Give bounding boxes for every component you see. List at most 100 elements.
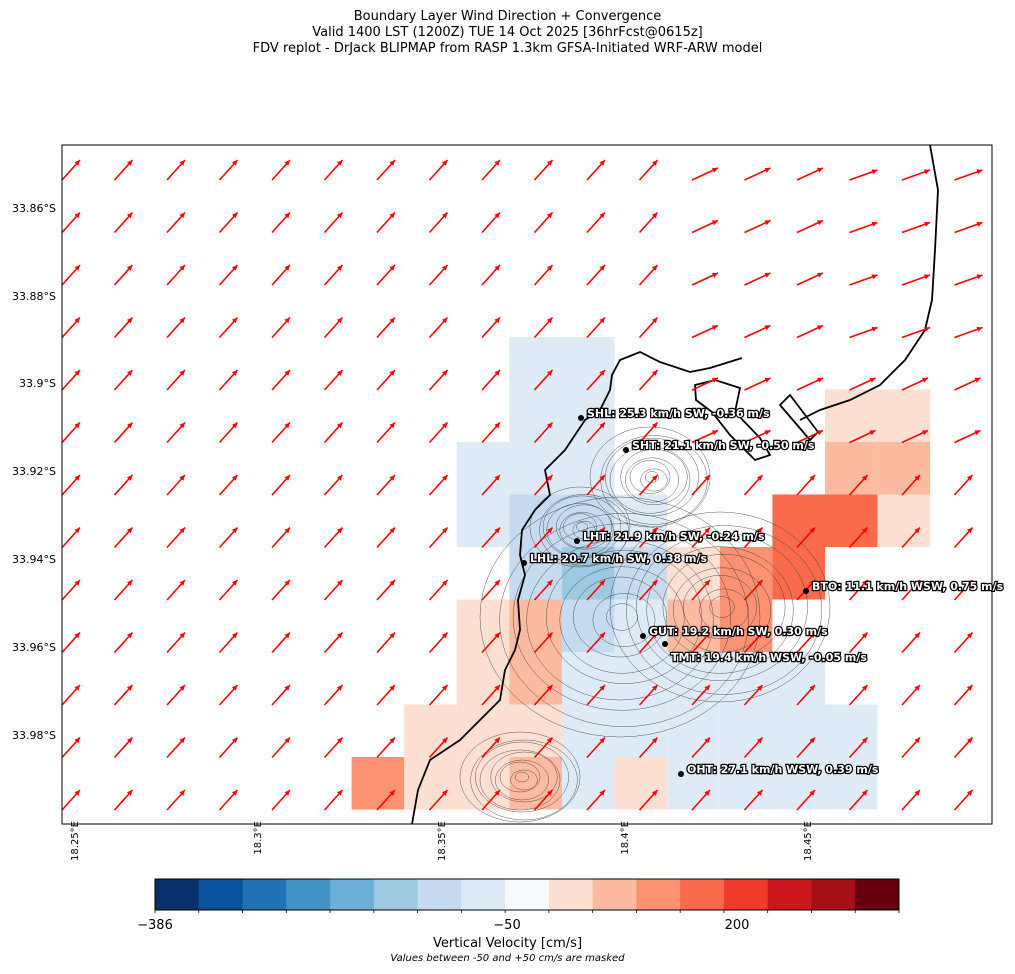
wind-arrow-head (861, 790, 868, 796)
wind-arrow-head (976, 169, 983, 175)
wind-arrow (218, 631, 239, 654)
wind-arrow-head (126, 265, 133, 271)
wind-arrow-head (966, 475, 973, 481)
velocity-cell (719, 757, 773, 810)
wind-arrow-head (764, 220, 771, 226)
x-tick-label: 18.45°E (803, 821, 814, 861)
wind-arrow-head (231, 580, 238, 586)
wind-arrow-head (74, 475, 80, 481)
station-marker (521, 560, 527, 566)
station-marker (678, 771, 684, 777)
wind-arrow-head (494, 475, 500, 481)
wind-arrow-head (179, 737, 185, 744)
wind-arrow (428, 789, 449, 811)
velocity-cell (509, 494, 562, 547)
wind-arrow-head (651, 160, 658, 166)
wind-arrow-head (284, 527, 290, 534)
wind-arrow (323, 316, 344, 339)
wind-arrow (218, 579, 239, 601)
wind-arrow-head (869, 430, 876, 436)
wind-arrow-head (651, 265, 658, 271)
wind-arrow (113, 264, 134, 286)
wind-arrow-head (861, 527, 868, 534)
wind-arrow (848, 736, 869, 759)
wind-arrow-head (336, 160, 343, 166)
wind-arrow (638, 684, 659, 706)
colorbar-swatch (155, 879, 200, 910)
wind-arrow-head (974, 377, 981, 383)
wind-arrow (638, 631, 659, 654)
wind-arrow (218, 789, 239, 811)
wind-arrow (953, 789, 974, 811)
wind-arrow (428, 631, 449, 654)
wind-arrow-head (494, 317, 500, 324)
wind-arrow-head (231, 370, 238, 376)
station-label: LHL: 20.7 km/h SW, 0.38 m/s (530, 552, 707, 565)
wind-arrow-head (546, 160, 553, 166)
wind-arrow-head (389, 160, 395, 166)
wind-arrow (113, 369, 134, 391)
wind-arrow (271, 631, 291, 654)
contour-line (645, 471, 659, 483)
contour-line (459, 731, 581, 823)
wind-arrow-head (599, 422, 605, 429)
contour-line (625, 525, 823, 695)
wind-arrow-head (179, 580, 185, 586)
wind-arrow-head (817, 272, 823, 278)
wind-arrow (271, 789, 291, 811)
wind-arrow-head (179, 265, 185, 271)
wind-arrow-head (494, 160, 500, 166)
colorbar-note: Values between -50 and +50 cm/s are mask… (390, 953, 625, 964)
contour-line (646, 546, 794, 674)
wind-arrow-head (389, 580, 395, 586)
wind-arrow-head (336, 632, 343, 639)
velocity-cell (614, 547, 668, 600)
wind-arrow (796, 736, 816, 759)
wind-arrow (901, 326, 931, 339)
wind-arrow (849, 326, 878, 339)
velocity-cell (562, 652, 615, 705)
velocity-cell (877, 389, 931, 442)
wind-arrow-head (546, 737, 553, 744)
velocity-cell (509, 389, 562, 442)
wind-arrow-head (546, 685, 553, 691)
wind-arrow-head (74, 737, 80, 744)
wind-arrow (218, 264, 239, 286)
wind-arrow-head (712, 272, 718, 278)
wind-arrow (271, 579, 291, 601)
wind-arrow-head (809, 475, 815, 481)
velocity-cell (667, 704, 720, 757)
wind-arrow-head (651, 527, 658, 534)
wind-arrow (691, 272, 719, 286)
contour-line (592, 593, 656, 647)
wind-arrow (954, 326, 983, 339)
wind-arrow-head (494, 212, 500, 219)
wind-arrow-head (441, 370, 448, 376)
y-tick-label: 33.94°S (12, 553, 56, 566)
wind-arrow-head (179, 632, 185, 639)
station-label: TMT: 19.4 km/h WSW, -0.05 m/s (671, 651, 867, 664)
wind-arrow-head (704, 580, 710, 586)
velocity-cell (562, 442, 615, 495)
velocity-cell (562, 757, 615, 810)
wind-arrow-head (924, 274, 930, 280)
station-label: SHT: 21.1 km/h SW, -0.50 m/s (632, 439, 815, 452)
wind-arrow-head (871, 169, 878, 175)
wind-arrow-head (704, 632, 710, 639)
wind-arrow (113, 316, 134, 339)
wind-arrow (271, 736, 291, 759)
wind-arrow-head (764, 325, 771, 331)
velocity-cell (509, 652, 562, 705)
wind-arrow-head (712, 325, 718, 331)
wind-arrow (953, 631, 974, 654)
velocity-cell (404, 704, 457, 757)
wind-arrow-head (756, 475, 763, 481)
wind-arrow (481, 526, 501, 549)
colorbar-tick-label: 200 (724, 918, 750, 933)
wind-arrow (638, 789, 659, 811)
velocity-cell (456, 704, 510, 757)
title-line-3: FDV replot - DrJack BLIPMAP from RASP 1.… (252, 41, 763, 56)
wind-arrow-head (336, 580, 343, 586)
wind-arrow (533, 579, 554, 601)
plot-frame (61, 144, 993, 825)
